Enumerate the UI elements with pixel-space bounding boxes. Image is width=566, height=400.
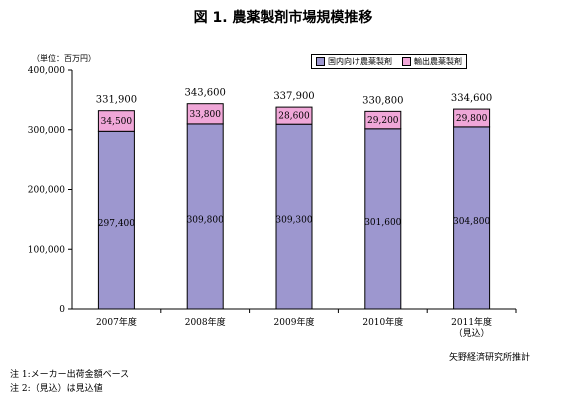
- x-category-label: 2011年度: [451, 316, 492, 328]
- data-label-domestic: 304,800: [453, 217, 490, 227]
- data-label-total: 330,800: [362, 95, 403, 106]
- data-label-domestic: 309,300: [275, 216, 312, 226]
- data-label-export: 34,500: [101, 117, 133, 127]
- data-label-domestic: 309,800: [187, 215, 224, 225]
- bar-domestic: [97, 130, 135, 310]
- legend-item-export: 輸出農薬製剤: [402, 56, 462, 67]
- note-1: 注 1:メーカー出荷金額ベース: [10, 370, 130, 380]
- unit-label: （単位：百万円）: [32, 54, 96, 63]
- bar-export: [97, 110, 135, 132]
- legend-swatch-export: [402, 57, 411, 66]
- data-label-export: 33,800: [189, 110, 221, 120]
- bar-export: [186, 103, 224, 125]
- bar-domestic: [186, 123, 224, 310]
- y-tick-label: 200,000: [28, 186, 65, 196]
- x-category-sublabel: （見込）: [454, 328, 490, 339]
- data-label-total: 334,600: [451, 93, 492, 104]
- data-label-total: 331,900: [96, 95, 137, 106]
- x-category-label: 2007年度: [96, 316, 137, 328]
- data-label-domestic: 297,400: [98, 219, 135, 229]
- legend-label-export: 輸出農薬製剤: [414, 57, 462, 66]
- note-2: 注 2:（見込）は見込値: [10, 384, 103, 394]
- data-label-export: 28,600: [278, 112, 310, 122]
- y-tick-label: 300,000: [28, 126, 65, 136]
- y-tick-label: 0: [59, 305, 65, 315]
- x-category-label: 2009年度: [274, 316, 315, 328]
- bar-export: [364, 110, 402, 130]
- x-category-label: 2010年度: [362, 316, 403, 328]
- chart-title: 図 1. 農薬製剤市場規模推移: [193, 10, 373, 26]
- x-category-label: 2008年度: [185, 316, 226, 328]
- data-label-total: 343,600: [185, 88, 226, 99]
- bar-export: [453, 108, 491, 128]
- data-label-domestic: 301,600: [364, 218, 401, 228]
- bar-export: [275, 106, 313, 125]
- data-label-total: 337,900: [273, 91, 314, 102]
- legend-label-domestic: 国内向け農薬製剤: [328, 57, 392, 66]
- data-label-export: 29,200: [367, 116, 399, 126]
- data-label-export: 29,800: [456, 114, 488, 124]
- source-credit: 矢野経済研究所推計: [448, 353, 530, 363]
- y-tick-label: 100,000: [28, 245, 65, 255]
- bar-domestic: [453, 126, 491, 310]
- legend: 国内向け農薬製剤 輸出農薬製剤: [311, 54, 467, 69]
- legend-swatch-domestic: [316, 57, 325, 66]
- y-tick-label: 400,000: [28, 66, 65, 76]
- legend-item-domestic: 国内向け農薬製剤: [316, 56, 392, 67]
